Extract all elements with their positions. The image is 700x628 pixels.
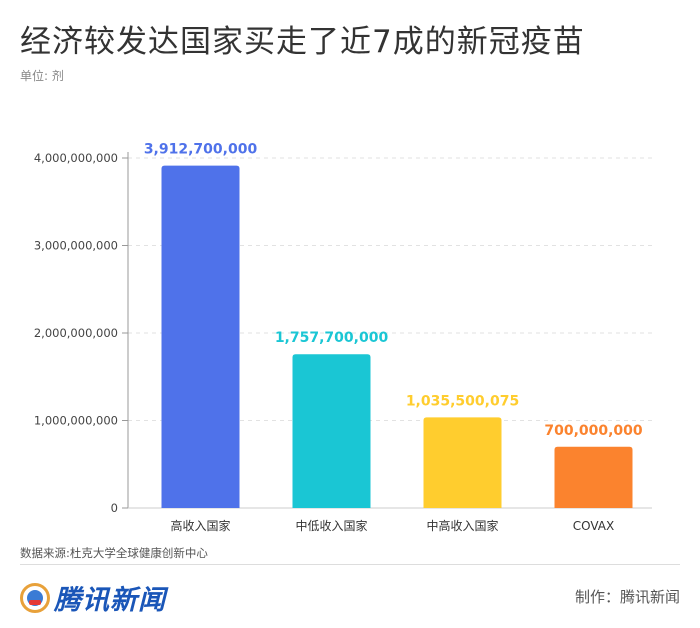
bar-chart: 0 1,000,000,000 2,000,000,000 3,000,000,000… [34, 142, 652, 533]
data-source: 数据来源:杜克大学全球健康创新中心 [20, 546, 208, 560]
credit-text: 制作：腾讯新闻 [574, 588, 680, 606]
x-tick-label: 中低收入国家 [295, 518, 367, 533]
y-tick-label: 1,000,000,000 [34, 414, 118, 428]
y-tick-label: 3,000,000,000 [34, 239, 118, 253]
data-label: 1,757,700,000 [275, 330, 389, 346]
bar [423, 417, 502, 508]
y-tick-label: 0 [111, 501, 118, 515]
x-tick-label: 中高收入国家 [426, 518, 498, 533]
footer-divider [20, 564, 680, 565]
data-label: 700,000,000 [544, 423, 643, 439]
y-tick-label: 2,000,000,000 [34, 326, 118, 340]
x-tick-label: 高收入国家 [170, 518, 230, 533]
unit-label: 单位: 剂 [20, 69, 64, 83]
data-label: 1,035,500,075 [406, 393, 519, 409]
y-tick-label: 4,000,000,000 [34, 151, 118, 165]
tencent-news-logo-icon [20, 582, 50, 613]
logo-text: 腾讯新闻 [54, 585, 166, 616]
data-label: 3,912,700,000 [144, 142, 258, 158]
bar [161, 165, 240, 509]
bar [292, 354, 371, 508]
x-tick-label: COVAX [573, 519, 614, 533]
chart-title: 经济较发达国家买走了近7成的新冠疫苗 [20, 24, 585, 60]
bar [554, 446, 633, 508]
tencent-news-logo: 腾讯新闻 [20, 578, 166, 617]
